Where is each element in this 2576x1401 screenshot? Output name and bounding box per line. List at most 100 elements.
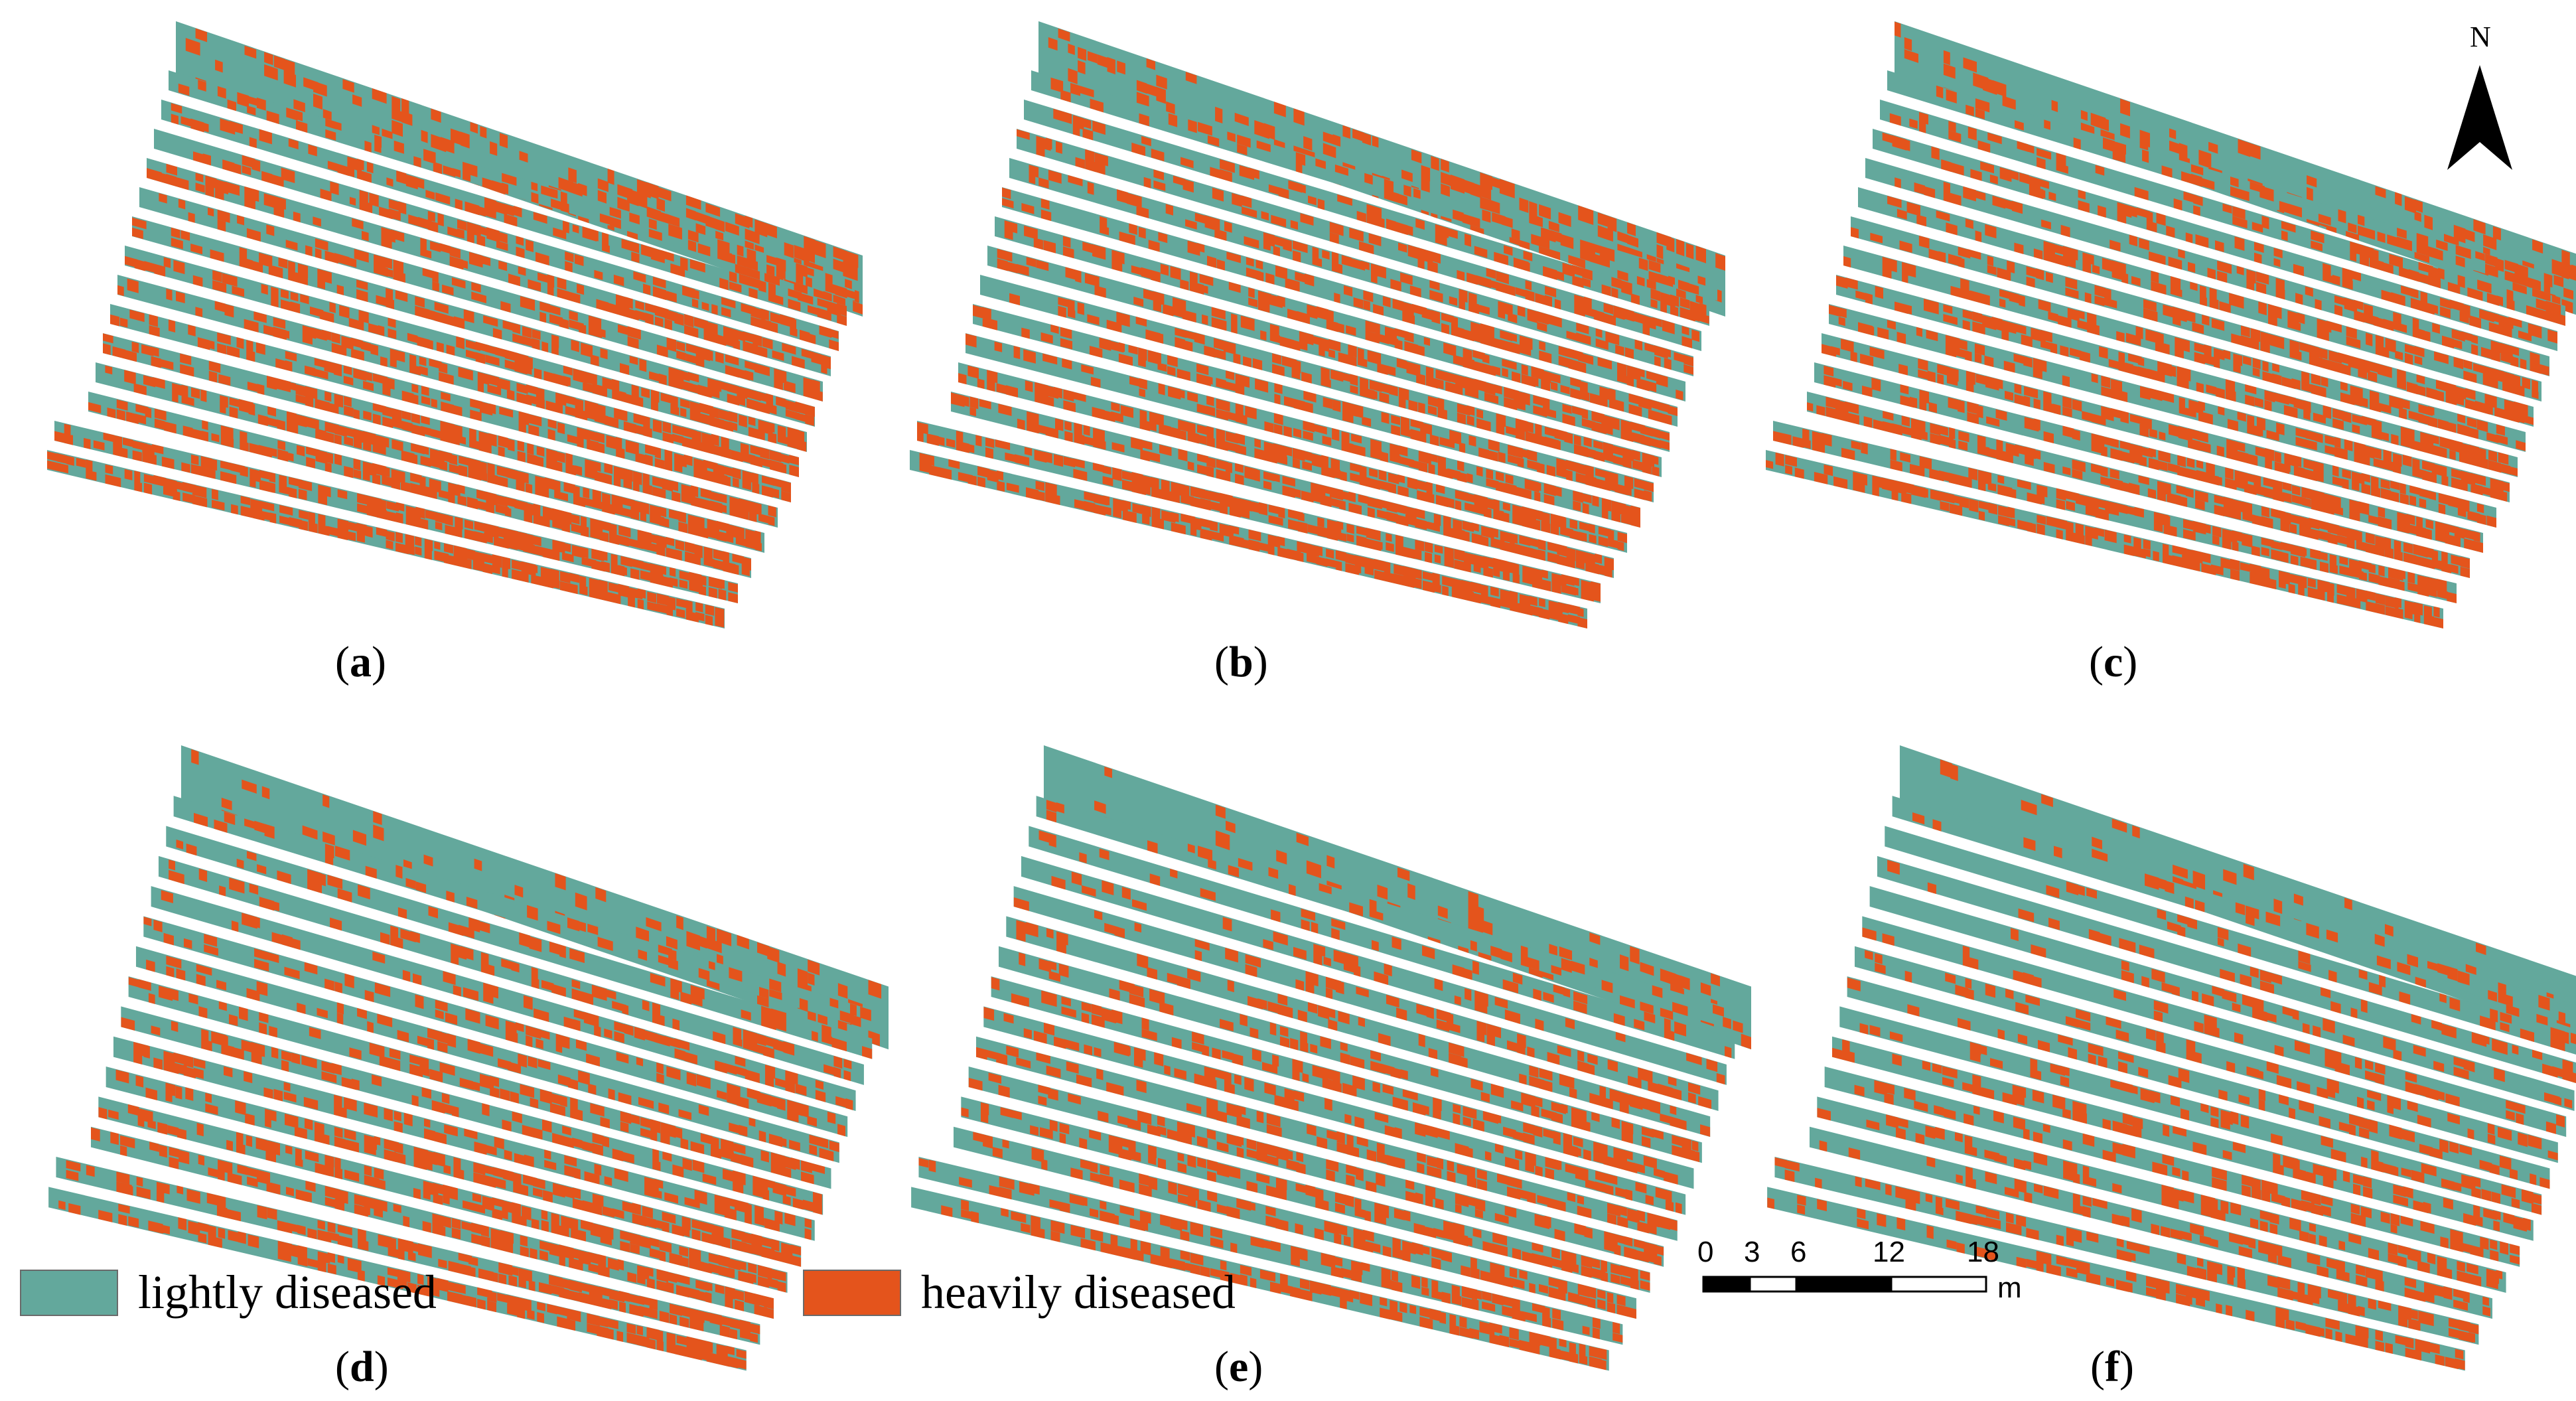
- crop-strip: [1873, 129, 2557, 351]
- crop-strip: [1017, 129, 1701, 351]
- strip-heavy-patches: [1817, 1108, 2503, 1290]
- legend-label-lightly: lightly diseased: [138, 1266, 437, 1319]
- strip-heavy-patches: [1859, 1023, 2542, 1215]
- strip-heavy-patches: [193, 151, 839, 351]
- strip-heavy-patches: [961, 1102, 1650, 1292]
- crop-strip: [1885, 826, 2576, 1059]
- strip-heavy-patches: [1862, 927, 2565, 1136]
- legend-label-heavily: heavily diseased: [921, 1266, 1236, 1319]
- strip-light-area: [1877, 855, 2576, 1083]
- panel-label-e-text: e: [1228, 1343, 1249, 1391]
- strip-heavy-patches: [1819, 1140, 2490, 1317]
- crop-strip: [1773, 421, 2457, 603]
- crop-strip: [128, 976, 831, 1189]
- crop-strip: [147, 158, 831, 376]
- strip-heavy-patches: [115, 1069, 802, 1267]
- strip-heavy-patches: [147, 163, 831, 374]
- crop-strip: [1839, 1006, 2542, 1215]
- strip-heavy-patches: [1865, 950, 2558, 1161]
- crop-strip: [169, 70, 855, 301]
- crop-strip: [973, 304, 1654, 502]
- crop-strip: [1858, 187, 2541, 402]
- strip-heavy-patches: [146, 955, 839, 1162]
- crop-strip: [1836, 275, 2518, 477]
- strip-heavy-patches: [1009, 293, 1660, 477]
- map-panel-b: [910, 21, 1725, 628]
- strip-heavy-patches: [1773, 428, 2457, 603]
- strip-heavy-patches: [1053, 108, 1709, 324]
- north-arrow-icon: [2447, 65, 2512, 170]
- strip-heavy-patches: [968, 1072, 1664, 1266]
- strip-light-area: [1036, 796, 1743, 1033]
- strip-heavy-patches: [1936, 85, 2573, 301]
- strip-heavy-patches: [991, 977, 1678, 1187]
- crop-strip: [1880, 100, 2565, 326]
- crop-strip: [980, 275, 1662, 477]
- strip-heavy-patches: [105, 365, 762, 552]
- panel-label-a: (a): [335, 638, 386, 686]
- crop-strip: [1002, 187, 1685, 402]
- crop-strip: [1877, 855, 2576, 1085]
- crop-strip: [121, 1006, 823, 1215]
- crop-strip: [1009, 158, 1693, 376]
- crop-strip: [98, 1096, 788, 1293]
- crop-strip: [1887, 70, 2573, 301]
- crop-strip: [968, 1067, 1664, 1267]
- crop-strip: [88, 392, 751, 578]
- crop-strip: [1854, 946, 2558, 1163]
- strip-heavy-patches: [1836, 275, 2518, 477]
- strip-heavy-patches: [919, 453, 1587, 628]
- crop-strip: [983, 1006, 1686, 1215]
- strip-heavy-patches: [125, 256, 807, 452]
- strip-heavy-patches: [997, 248, 1670, 451]
- strip-heavy-patches: [98, 1104, 786, 1293]
- crop-strip: [110, 304, 791, 502]
- strip-heavy-patches: [1038, 830, 1732, 1059]
- strip-heavy-patches: [1822, 338, 2496, 528]
- strip-heavy-patches: [966, 333, 1640, 528]
- strip-heavy-patches: [1016, 920, 1711, 1138]
- crop-strip: [1807, 392, 2470, 578]
- crop-strip: [1036, 796, 1743, 1033]
- scale-seg-1: [1702, 1276, 1751, 1293]
- crop-strip: [1774, 1157, 2479, 1345]
- crop-strip: [158, 855, 864, 1085]
- strip-heavy-patches: [1895, 177, 2549, 376]
- panel-label-b-text: b: [1228, 638, 1253, 686]
- crop-strip: [48, 1187, 747, 1371]
- strip-heavy-patches: [1017, 129, 1699, 351]
- crop-strip: [1024, 100, 1709, 326]
- crop-strip: [132, 216, 815, 427]
- strip-heavy-patches: [1851, 227, 2534, 425]
- north-letter: N: [2470, 21, 2491, 53]
- strip-heavy-patches: [1824, 365, 2483, 553]
- map-panel-c: [1766, 21, 2576, 628]
- strip-light-area: [975, 1036, 1678, 1241]
- crop-strip: [1831, 1036, 2534, 1241]
- strip-heavy-patches: [171, 103, 847, 326]
- strip-heavy-patches: [143, 917, 846, 1138]
- strip-heavy-patches: [1767, 1195, 2465, 1371]
- scale-bar-graphic: [1702, 1276, 1987, 1293]
- strip-light-area: [1013, 886, 1719, 1112]
- crop-strip: [113, 1036, 815, 1241]
- panel-label-c-text: c: [2103, 638, 2123, 686]
- strip-heavy-patches: [185, 28, 863, 315]
- strip-heavy-patches: [169, 859, 852, 1084]
- strip-heavy-patches: [1019, 952, 1700, 1163]
- crop-strip: [125, 246, 807, 452]
- crop-strip: [910, 450, 1587, 628]
- crop-strip: [958, 362, 1627, 553]
- strip-heavy-patches: [176, 839, 873, 1059]
- scale-unit: m: [1997, 1272, 2022, 1304]
- panel-label-f: (f): [2090, 1343, 2134, 1391]
- strip-heavy-patches: [47, 451, 725, 628]
- strip-heavy-patches: [132, 217, 815, 426]
- strip-light-area: [1817, 1096, 2506, 1293]
- strip-light-area: [139, 187, 823, 402]
- strip-heavy-patches: [1854, 1080, 2520, 1265]
- strip-heavy-patches: [159, 193, 823, 402]
- panel-label-c: (c): [2089, 638, 2138, 686]
- crop-strip: [917, 421, 1601, 603]
- strip-heavy-patches: [133, 1041, 812, 1241]
